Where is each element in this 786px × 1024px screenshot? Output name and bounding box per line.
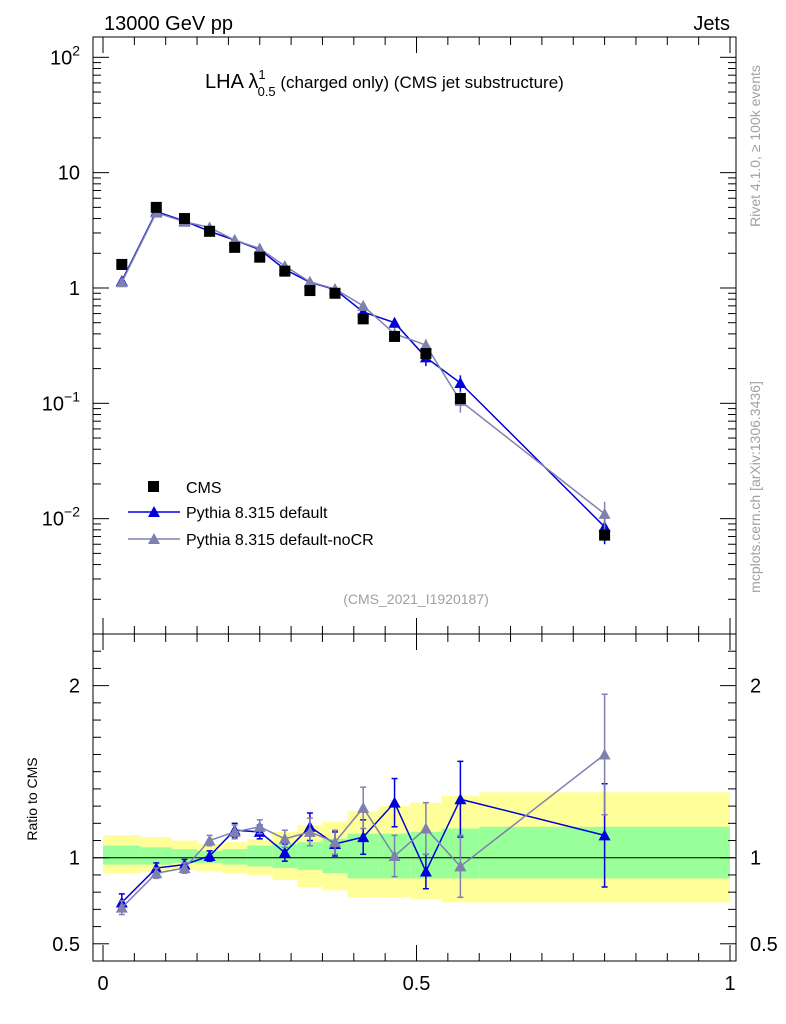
ratio-point-nocr-1 xyxy=(150,867,163,879)
ratio-point-nocr-8 xyxy=(328,836,341,848)
main-ytick-base: 10 xyxy=(42,509,64,531)
ratio-ytick-label-left-0: 0.5 xyxy=(52,934,80,956)
ratio-point-nocr-12 xyxy=(454,860,467,872)
legend-label-nocr: Pythia 8.315 default-noCR xyxy=(186,532,374,549)
band-inner-7 xyxy=(297,842,323,870)
ratio-point-default-12 xyxy=(454,793,467,805)
ratio-ytick-label-left-2: 2 xyxy=(69,676,80,698)
ratio-point-nocr-0 xyxy=(115,901,128,913)
main-point-cms-2 xyxy=(179,213,191,225)
mcplots-label: mcplots.cern.ch [arXiv:1306.3436] xyxy=(747,381,763,593)
title-superscript: 1 xyxy=(258,67,265,82)
rivet-label: Rivet 4.1.0, ≥ 100k events xyxy=(747,65,763,227)
main-ytick-exponent: 2 xyxy=(72,42,80,58)
main-ytick-base: 10 xyxy=(58,163,80,185)
main-point-cms-0 xyxy=(116,258,128,270)
ratio-point-nocr-6 xyxy=(278,832,291,844)
ratio-point-nocr-13 xyxy=(598,748,611,760)
legend-label-default: Pythia 8.315 default xyxy=(186,505,328,522)
main-ytick-base: 1 xyxy=(69,278,80,300)
title-main: LHA λ xyxy=(205,71,258,93)
ratio-ytick-label-left-1: 1 xyxy=(69,848,80,870)
ratio-point-nocr-10 xyxy=(388,850,401,862)
ratio-point-nocr-2 xyxy=(178,862,191,874)
xtick-label-0: 0 xyxy=(97,973,108,995)
header-left: 13000 GeV pp xyxy=(104,13,233,35)
main-point-cms-5 xyxy=(254,251,266,263)
legend-label-cms: CMS xyxy=(186,480,222,497)
main-point-cms-3 xyxy=(204,225,216,237)
main-point-cms-10 xyxy=(389,330,401,342)
ratio-axis-ticks: 0.5 0.5 1 1 2 2 0 0.5 1 xyxy=(52,633,778,995)
ratio-point-nocr-4 xyxy=(228,825,241,837)
band-inner-0 xyxy=(103,845,141,865)
legend-marker-nocr xyxy=(148,533,160,544)
band-inner-1 xyxy=(140,847,172,865)
ratio-point-default-11 xyxy=(419,865,432,877)
main-series xyxy=(115,201,611,545)
main-ytick-exponent: −2 xyxy=(64,504,80,520)
main-line-nocr xyxy=(121,211,606,515)
ratio-ylabel: Ratio to CMS xyxy=(24,757,40,840)
ratio-ytick-label-right-0: 0.5 xyxy=(750,934,778,956)
legend-marker-default xyxy=(148,506,160,517)
title-rest: (charged only) (CMS jet substructure) xyxy=(276,73,564,92)
main-point-cms-1 xyxy=(150,201,162,213)
main-ytick-label-3: 10 xyxy=(58,163,80,185)
ratio-point-default-3 xyxy=(203,850,216,862)
ratio-point-nocr-3 xyxy=(203,834,216,846)
legend-marker-cms xyxy=(148,481,159,492)
band-inner-5 xyxy=(247,845,273,867)
ratio-point-default-10 xyxy=(388,796,401,808)
xtick-label-1: 0.5 xyxy=(403,973,431,995)
ratio-frame xyxy=(92,633,737,962)
main-ytick-base: 10 xyxy=(50,47,72,69)
main-point-cms-12 xyxy=(454,393,466,405)
ratio-point-nocr-11 xyxy=(419,822,432,834)
ratio-point-nocr-7 xyxy=(303,825,316,837)
main-point-nocr-13 xyxy=(598,507,611,519)
main-ytick-exponent: −1 xyxy=(64,388,80,404)
ratio-point-nocr-9 xyxy=(357,801,370,813)
main-ytick-base: 10 xyxy=(42,393,64,415)
main-ytick-label-2: 1 xyxy=(69,278,80,300)
title-subscript: 0.5 xyxy=(258,84,276,99)
ratio-ytick-label-right-1: 1 xyxy=(750,848,761,870)
main-point-cms-13 xyxy=(599,529,611,541)
main-ytick-label-1: 10−1 xyxy=(42,388,80,415)
main-point-cms-8 xyxy=(329,287,341,299)
analysis-watermark: (CMS_2021_I1920187) xyxy=(343,591,489,607)
band-inner-2 xyxy=(171,849,198,863)
main-point-cms-4 xyxy=(229,241,241,253)
main-point-cms-11 xyxy=(420,348,432,360)
main-point-nocr-11 xyxy=(419,339,432,351)
band-inner-4 xyxy=(222,849,248,865)
main-point-default-12 xyxy=(454,377,467,389)
ratio-panel xyxy=(92,633,737,962)
legend: CMS Pythia 8.315 default Pythia 8.315 de… xyxy=(128,480,374,549)
ratio-point-default-13 xyxy=(598,829,611,841)
main-point-default-10 xyxy=(388,316,401,328)
ratio-ytick-label-right-2: 2 xyxy=(750,676,761,698)
main-point-cms-7 xyxy=(304,285,316,297)
main-point-nocr-7 xyxy=(303,275,316,287)
main-point-cms-6 xyxy=(279,265,291,277)
header-right: Jets xyxy=(693,13,730,35)
main-ytick-label-0: 10−2 xyxy=(42,504,80,531)
ratio-point-nocr-5 xyxy=(253,820,266,832)
chart-title: LHA λ1 0.5 (charged only) (CMS jet substr… xyxy=(205,67,564,99)
main-point-nocr-9 xyxy=(357,299,370,311)
main-point-cms-9 xyxy=(357,313,369,325)
main-point-nocr-5 xyxy=(253,242,266,254)
main-ytick-label-4: 102 xyxy=(50,42,80,69)
xtick-label-2: 1 xyxy=(724,973,735,995)
ratio-point-default-9 xyxy=(357,831,370,843)
ratio-series xyxy=(115,693,611,916)
main-point-nocr-0 xyxy=(115,276,128,288)
ratio-point-default-6 xyxy=(278,846,291,858)
